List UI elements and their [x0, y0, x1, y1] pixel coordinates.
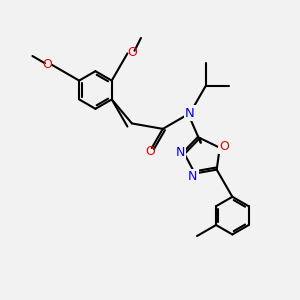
Text: N: N [185, 107, 195, 120]
Text: O: O [42, 58, 52, 71]
Text: O: O [219, 140, 229, 153]
Text: O: O [146, 145, 155, 158]
Text: O: O [128, 46, 137, 59]
Text: N: N [176, 146, 185, 159]
Text: N: N [188, 170, 197, 183]
